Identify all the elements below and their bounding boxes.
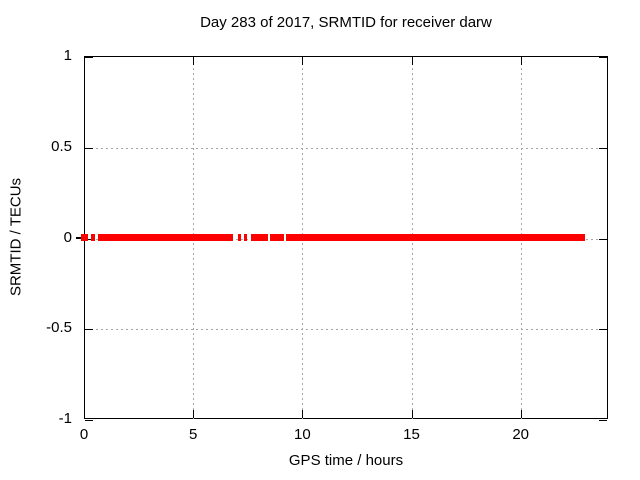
y-tick-label: -0.5 [46,319,72,337]
x-tick-top [302,57,304,65]
y-tick-label: -1 [58,410,72,427]
y-tick-label: 0.5 [51,137,72,155]
x-tick-label: 15 [403,426,420,443]
y-tick-right [599,420,607,421]
x-tick-label: 0 [79,426,89,443]
x-tick-top [84,57,85,65]
y-tick-right [599,57,607,58]
y-tick-left [85,420,93,421]
x-tick-bottom [411,410,413,418]
data-segment [90,234,95,241]
x-tick-bottom [84,410,85,418]
x-tick-top [411,57,413,65]
y-tick-left [85,57,93,58]
x-tick-bottom [520,410,522,418]
y-tick-label: 1 [63,47,72,64]
data-segment [80,234,89,241]
y-tick-right [599,329,607,331]
y-zero-outer-tick [76,236,81,239]
data-segment [270,234,284,241]
y-tick-left [85,147,93,149]
x-tick-bottom [302,410,304,418]
x-tick-top [520,57,522,65]
x-axis-label: GPS time / hours [288,452,404,469]
data-segment [285,234,585,241]
data-segment [251,234,268,241]
y-gridline [86,329,607,331]
data-segment [237,234,242,241]
x-tick-bottom [193,410,195,418]
y-tick-left [85,329,93,331]
y-tick-label: 0 [63,228,72,246]
x-tick-top [193,57,195,65]
y-tick-right [599,147,607,149]
y-gridline [86,147,607,149]
data-segment [98,234,233,241]
x-tick-label: 10 [293,426,311,443]
y-tick-right [599,238,607,240]
x-tick-label: 20 [512,426,529,443]
x-tick-label: 5 [188,426,198,443]
chart-title: Day 283 of 2017, SRMTID for receiver dar… [200,14,492,31]
y-tick-left [85,238,93,240]
data-segment [244,234,247,241]
